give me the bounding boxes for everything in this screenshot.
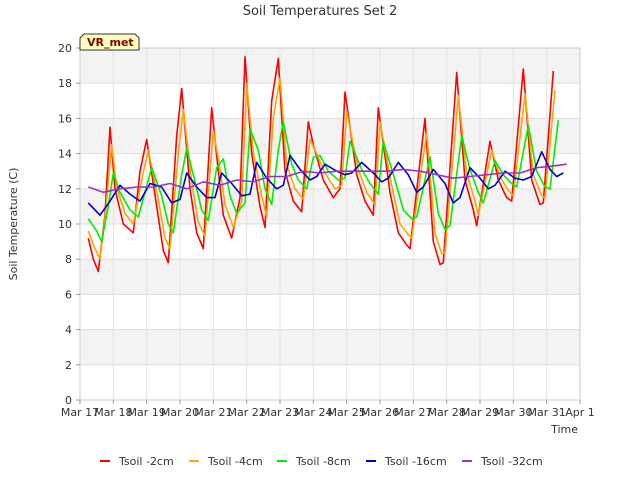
station-label-badge: VR_met [79, 33, 140, 51]
station-badge-shape [79, 33, 140, 51]
x-tick-label: Mar 23 [261, 406, 299, 419]
series-line-1 [87, 77, 556, 261]
x-tick-label: Mar 24 [294, 406, 332, 419]
x-tick-label: Mar 25 [328, 406, 366, 419]
x-tick-label: Apr 1 [565, 406, 595, 419]
x-tick-label: Mar 21 [194, 406, 232, 419]
y-tick-label: 18 [58, 77, 72, 90]
plot-background [80, 48, 580, 400]
background-band [80, 329, 580, 365]
series-line-0 [87, 55, 555, 273]
x-tick-label: Mar 19 [128, 406, 166, 419]
background-band [80, 364, 580, 400]
legend-label: Tsoil -16cm [384, 455, 447, 468]
legend: Tsoil -2cm Tsoil -4cm Tsoil -8cm Tsoil -16c… [100, 455, 543, 468]
background-band [80, 294, 580, 330]
x-tick-label: Mar 27 [394, 406, 432, 419]
y-tick-label: 2 [65, 359, 72, 372]
y-tick-label: 4 [65, 324, 72, 337]
background-band [80, 118, 580, 154]
legend-label: Tsoil -4cm [207, 455, 263, 468]
series-line-2 [87, 120, 560, 243]
y-tick-label: 0 [65, 394, 72, 407]
background-band [80, 224, 580, 260]
series-line-3 [87, 151, 564, 216]
background-band [80, 48, 580, 84]
y-tick-label: 12 [58, 183, 72, 196]
background-band [80, 188, 580, 224]
y-axis-label: Soil Temperature (C) [7, 168, 20, 281]
series-layer [87, 55, 567, 273]
x-tick-label: Mar 28 [428, 406, 466, 419]
y-axis-ticks: 0 2 4 6 8 10 12 14 16 18 20 [58, 42, 80, 407]
y-tick-label: 16 [58, 112, 72, 125]
x-tick-label: Mar 29 [461, 406, 499, 419]
y-tick-label: 8 [65, 253, 72, 266]
y-tick-label: 6 [65, 288, 72, 301]
y-tick-label: 14 [58, 148, 72, 161]
series-line-4 [88, 163, 567, 194]
x-tick-label: Mar 22 [228, 406, 266, 419]
x-tick-label: Mar 17 [61, 406, 99, 419]
x-tick-label: Mar 31 [528, 406, 566, 419]
x-tick-label: Mar 26 [361, 406, 399, 419]
x-tick-label: Mar 18 [94, 406, 132, 419]
y-tick-label: 20 [58, 42, 72, 55]
station-label: VR_met [87, 36, 134, 49]
background-band [80, 259, 580, 295]
legend-label: Tsoil -2cm [118, 455, 174, 468]
x-tick-label: Mar 30 [494, 406, 532, 419]
y-tick-label: 10 [58, 218, 72, 231]
x-axis-label: Time [550, 423, 578, 436]
x-tick-label: Mar 20 [161, 406, 199, 419]
chart-title: Soil Temperatures Set 2 [243, 4, 398, 19]
legend-label: Tsoil -8cm [295, 455, 351, 468]
background-band [80, 83, 580, 119]
legend-label: Tsoil -32cm [480, 455, 543, 468]
